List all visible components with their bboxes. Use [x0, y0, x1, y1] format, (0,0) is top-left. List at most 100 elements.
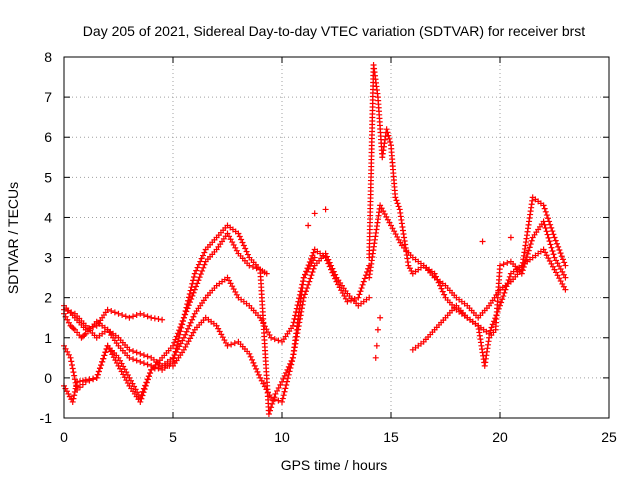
- data-point: [521, 260, 528, 267]
- data-point: [543, 212, 550, 219]
- data-point: [183, 308, 190, 315]
- data-point: [275, 397, 282, 404]
- data-point: [524, 250, 531, 257]
- data-point: [179, 317, 186, 324]
- y-tick-label: 3: [44, 250, 52, 266]
- data-point: [101, 352, 108, 359]
- data-point: [99, 358, 106, 365]
- data-point: [224, 342, 231, 349]
- data-point: [556, 246, 563, 253]
- data-point: [189, 316, 196, 323]
- data-point: [267, 407, 274, 414]
- data-point: [269, 400, 276, 407]
- data-point: [527, 241, 534, 248]
- data-point: [137, 358, 144, 365]
- data-point: [547, 241, 554, 248]
- data-point: [332, 271, 339, 278]
- plot-frame: [63, 56, 610, 419]
- data-point: [362, 272, 369, 279]
- data-point: [144, 376, 151, 383]
- data-point: [434, 276, 441, 283]
- data-point: [198, 255, 205, 262]
- data-point: [523, 254, 530, 261]
- data-point: [557, 250, 564, 257]
- data-point: [239, 239, 246, 246]
- data-point: [173, 333, 180, 340]
- x-tick-label: 0: [60, 429, 68, 445]
- data-point: [151, 315, 158, 322]
- data-point: [140, 312, 147, 319]
- data-point: [394, 200, 401, 207]
- data-point: [64, 348, 71, 355]
- series-spikes: [305, 206, 514, 361]
- data-point: [305, 281, 312, 288]
- data-point: [275, 384, 282, 391]
- y-tick-label: 0: [44, 370, 52, 386]
- data-point: [322, 250, 329, 257]
- data-point: [361, 275, 368, 282]
- data-point: [438, 285, 445, 292]
- data-point: [254, 368, 261, 375]
- data-point: [519, 267, 526, 274]
- data-point: [137, 394, 144, 401]
- data-point: [552, 237, 559, 244]
- data-point: [288, 357, 295, 364]
- y-tick-label: 4: [44, 209, 52, 225]
- data-point: [561, 259, 568, 266]
- data-point: [272, 390, 279, 397]
- data-point: [545, 234, 552, 241]
- y-tick-label: 8: [44, 49, 52, 65]
- data-point: [142, 382, 149, 389]
- data-point: [191, 286, 198, 293]
- data-point: [330, 268, 337, 275]
- data-point: [543, 228, 550, 235]
- data-point: [309, 268, 316, 275]
- data-point: [182, 311, 189, 318]
- data-point: [201, 249, 208, 256]
- data-point: [325, 256, 332, 263]
- data-point: [504, 259, 511, 266]
- data-point: [246, 350, 253, 357]
- data-point: [542, 208, 549, 215]
- data-point: [122, 313, 129, 320]
- data-point: [522, 257, 529, 264]
- data-point: [500, 261, 507, 268]
- data-point: [559, 256, 566, 263]
- data-point: [199, 267, 206, 274]
- data-point: [550, 231, 557, 238]
- data-point: [550, 251, 557, 258]
- data-point: [548, 244, 555, 251]
- data-point: [138, 391, 145, 398]
- data-point: [306, 278, 313, 285]
- data-point: [180, 334, 187, 341]
- grid-lines: [64, 57, 609, 418]
- data-point: [541, 221, 548, 228]
- data-point: [159, 316, 166, 323]
- data-point: [311, 254, 318, 261]
- data-point: [542, 225, 549, 232]
- data-point: [502, 286, 509, 293]
- data-point: [281, 372, 288, 379]
- data-point: [279, 378, 285, 385]
- data-point: [243, 248, 250, 255]
- series-track-h: [409, 218, 569, 369]
- data-point: [431, 270, 438, 277]
- x-tick-label: 20: [492, 429, 508, 445]
- data-point: [540, 218, 547, 225]
- data-point: [558, 253, 565, 260]
- data-point: [386, 135, 393, 142]
- data-point: [274, 387, 281, 394]
- data-point: [82, 376, 89, 383]
- data-point: [289, 322, 296, 329]
- data-point: [308, 272, 315, 279]
- data-point: [503, 283, 510, 290]
- data-point: [86, 376, 93, 383]
- data-point: [194, 264, 201, 271]
- data-point: [284, 378, 291, 385]
- data-point: [146, 369, 153, 376]
- data-point: [130, 313, 137, 320]
- data-point: [328, 262, 335, 269]
- data-point: [344, 298, 351, 305]
- data-point: [323, 253, 330, 260]
- y-tick-label: -1: [40, 410, 53, 426]
